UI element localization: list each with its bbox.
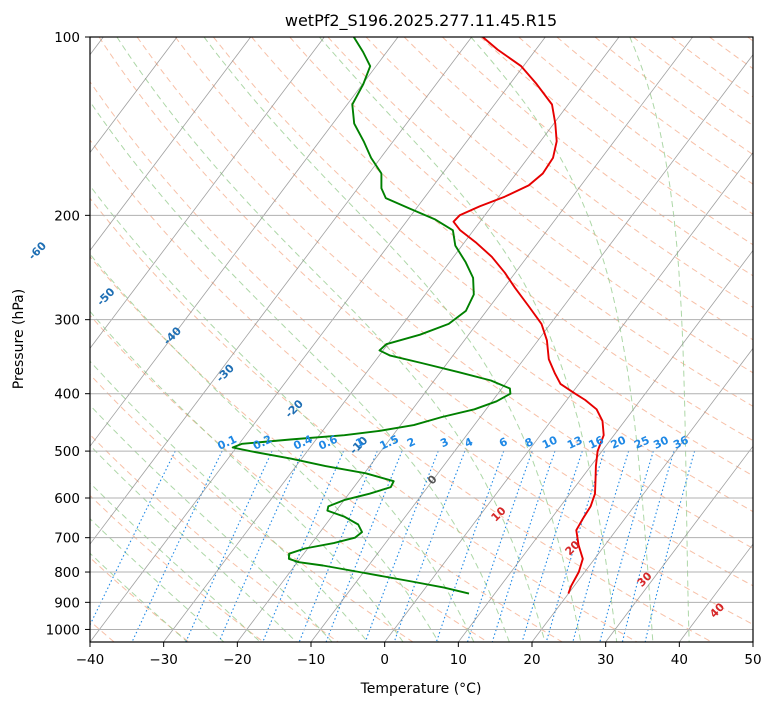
y-axis: 100 200 300 400 500 600 700 800 900 1000: [46, 30, 90, 638]
moist-adiabat: [90, 310, 404, 642]
moist-adiabat: [90, 360, 369, 642]
y-axis-label: Pressure (hPa): [11, 289, 27, 389]
mixing-ratio-line: [325, 450, 403, 642]
mixing-ratio-line: [298, 450, 378, 642]
isotherm-line: [163, 37, 620, 642]
x-tick-label: −10: [297, 652, 326, 668]
mixing-ratio-line: [466, 450, 533, 642]
y-tick-label: 500: [54, 444, 80, 460]
mixing-ratio-line: [545, 450, 605, 642]
plot-frame: [89, 36, 754, 643]
temperature-profile-line: [452, 37, 605, 594]
dry-adiabat-label: -60: [26, 239, 49, 262]
y-tick-label: 900: [54, 595, 80, 611]
mixing-ratio-label: 13: [565, 434, 584, 452]
isotherm-line: [237, 37, 693, 642]
plot-background: [90, 37, 753, 642]
mixing-ratio-label: 36: [671, 433, 691, 451]
y-tick-label: 600: [54, 491, 80, 507]
mixing-ratio-label: 20: [609, 433, 629, 451]
x-axis: −40 −30 −20 −10 0 10 20 30 40 50: [76, 642, 762, 668]
moist-adiabat: [90, 253, 439, 642]
dry-adiabat: [90, 433, 339, 642]
dry-adiabat: [174, 37, 753, 513]
isotherm-line: [90, 37, 325, 350]
isotherm-line: [531, 347, 753, 642]
mixing-ratio-label: 10: [540, 433, 560, 451]
mixing-ratio-line: [572, 450, 630, 642]
x-tick-label: 20: [523, 652, 540, 668]
isotherm-line: [90, 37, 178, 154]
moist-adiabat: [203, 37, 582, 642]
moist-adiabat: [470, 37, 654, 642]
x-tick-label: 40: [671, 652, 688, 668]
isotherm-line: [90, 37, 399, 447]
grid-lines: [90, 37, 753, 642]
dry-adiabat: [518, 37, 753, 215]
y-tick-label: 100: [54, 30, 80, 46]
x-axis-label: Temperature (°C): [360, 681, 482, 697]
moist-adiabat: [90, 100, 510, 642]
dry-adiabat: [90, 197, 638, 642]
moist-adiabat: [90, 185, 475, 642]
profile-lines: [231, 37, 605, 595]
dry-adiabat: [442, 37, 753, 277]
dry-adiabat: [136, 37, 753, 549]
chart-title: wetPf2_S196.2025.277.11.45.R15: [285, 11, 557, 31]
moist-adiabat: [90, 404, 333, 642]
y-tick-label: 1000: [46, 622, 80, 638]
dry-adiabat: [556, 37, 753, 185]
moist-adiabat: [629, 37, 690, 642]
mixing-ratio-line: [491, 450, 556, 642]
x-tick-label: −20: [223, 652, 252, 668]
moist-adiabat: [319, 37, 618, 642]
isotherm-line: [605, 445, 753, 642]
isotherm-line: [90, 37, 546, 642]
x-tick-label: −40: [76, 652, 105, 668]
dewpoint-profile-line: [231, 37, 512, 595]
moist-adiabat: [90, 482, 261, 642]
x-tick-label: 0: [380, 652, 389, 668]
x-tick-label: −30: [149, 652, 178, 668]
mixing-ratio-line: [90, 450, 176, 627]
mixing-ratio-line: [599, 450, 654, 642]
dry-adiabat: [327, 37, 753, 374]
x-tick-label: 10: [450, 652, 467, 668]
y-tick-label: 700: [54, 531, 80, 547]
moist-adiabat: [116, 37, 546, 642]
isotherm-line: [90, 37, 251, 252]
x-tick-label: 50: [744, 652, 761, 668]
mixing-ratio-label: 16: [587, 433, 607, 451]
y-tick-label: 300: [54, 313, 80, 329]
isotherm-line: [90, 37, 472, 545]
mixing-ratio-line: [621, 450, 675, 642]
x-tick-label: 30: [597, 652, 614, 668]
isotherm-line: [752, 641, 753, 642]
y-tick-label: 800: [54, 565, 80, 581]
mixing-ratio-label: 30: [651, 433, 671, 451]
isotherm-line: [310, 54, 753, 642]
dry-adiabat: [90, 80, 753, 625]
y-tick-label: 400: [54, 387, 80, 403]
isotherm-line: [458, 249, 753, 642]
mixing-ratio-label: 25: [632, 434, 651, 452]
dry-adiabat: [98, 37, 753, 587]
dry-adiabat: [289, 37, 753, 407]
mixing-ratio-line: [393, 450, 466, 642]
dry-adiabat: [90, 139, 712, 642]
isotherm-line: [384, 151, 753, 642]
mixing-ratio-line: [364, 450, 439, 642]
y-tick-label: 200: [54, 208, 80, 224]
